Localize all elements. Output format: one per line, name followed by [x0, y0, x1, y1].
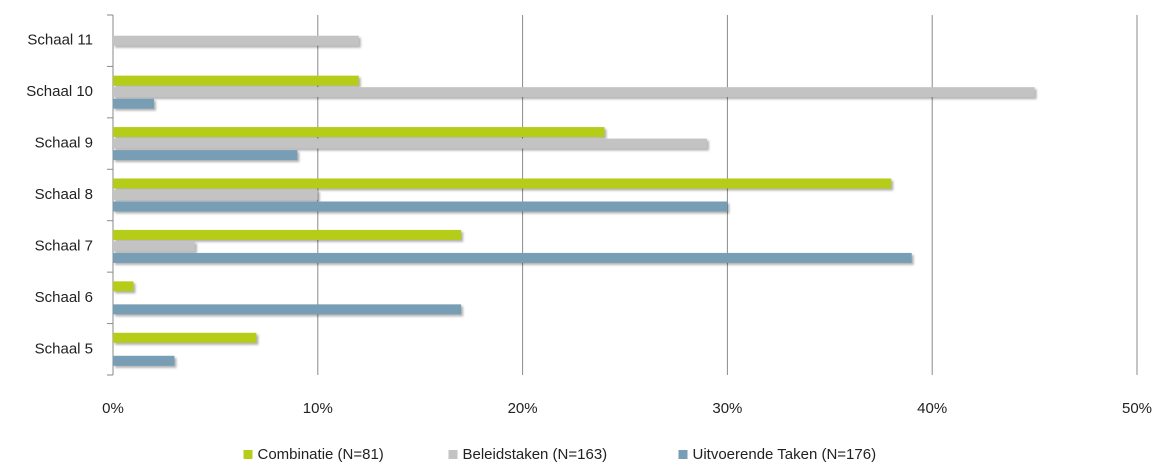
- bar: [113, 190, 318, 200]
- bar: [113, 229, 462, 240]
- bar: [113, 75, 359, 86]
- legend-label: Beleidstaken (N=163): [463, 446, 608, 463]
- x-tick-label: 20%: [508, 400, 538, 417]
- bar: [113, 138, 707, 149]
- bar: [113, 87, 1035, 98]
- y-tick-label: Schaal 11: [27, 32, 93, 49]
- y-tick-label: Schaal 6: [35, 289, 93, 306]
- bar: [113, 252, 912, 263]
- x-tick-label: 0%: [102, 400, 124, 417]
- bar: [113, 127, 605, 138]
- y-tick-label: Schaal 5: [35, 340, 93, 357]
- bar: [113, 281, 134, 292]
- legend-label: Combinatie (N=81): [258, 446, 384, 463]
- x-tick-label: 50%: [1122, 400, 1152, 417]
- bar: [113, 304, 462, 315]
- bar: [113, 355, 175, 366]
- bar: [113, 241, 195, 252]
- y-tick-label: Schaal 9: [35, 135, 93, 152]
- legend-label: Uitvoerende Taken (N=176): [693, 446, 877, 463]
- legend-swatch: [448, 450, 458, 459]
- y-tick-label: Schaal 10: [26, 83, 93, 100]
- bar: [113, 178, 892, 189]
- bar: [113, 35, 359, 46]
- x-tick-label: 10%: [303, 400, 333, 417]
- legend-swatch: [243, 450, 253, 459]
- bar: [113, 332, 257, 343]
- bar: [113, 150, 298, 161]
- y-tick-label: Schaal 7: [35, 237, 93, 254]
- x-tick-label: 30%: [712, 400, 742, 417]
- bar: [113, 98, 154, 109]
- legend-swatch: [678, 450, 688, 459]
- x-tick-label: 40%: [917, 400, 947, 417]
- bar: [113, 201, 728, 212]
- y-tick-label: Schaal 8: [35, 186, 93, 203]
